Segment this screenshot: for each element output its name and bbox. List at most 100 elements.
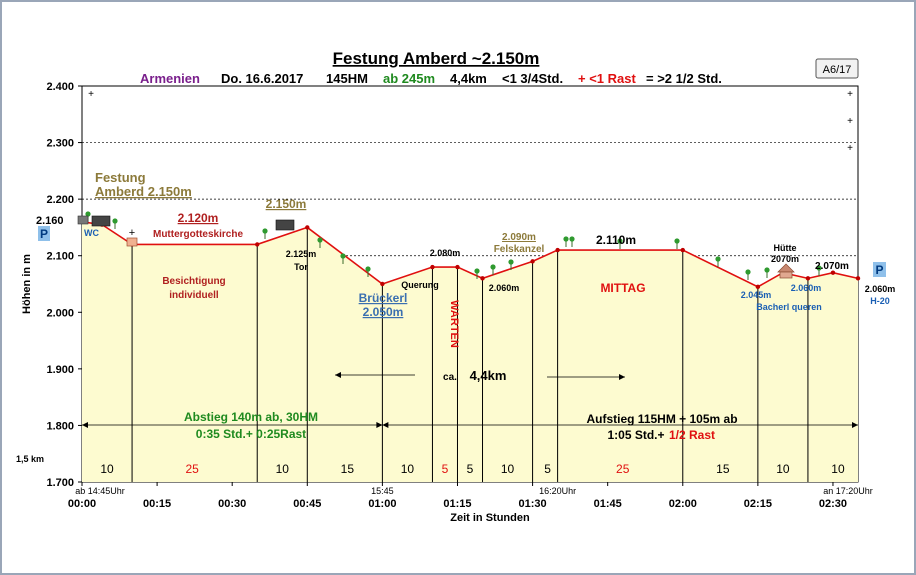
label-warten: WARTEN <box>448 300 460 348</box>
y-axis-title: Höhen in m <box>21 254 33 314</box>
abstieg-arrowhead <box>376 422 383 428</box>
label-h2050: 2.050m <box>363 305 404 319</box>
label-huette: Hütte <box>774 243 797 253</box>
subtitle-total: = >2 1/2 Std. <box>646 71 722 86</box>
label-h2110: 2.110m <box>596 233 636 247</box>
subtitle-time: <1 3/4Std. <box>502 71 563 86</box>
hut-icon <box>779 271 793 279</box>
label-time-1620: 16:20Uhr <box>539 486 576 496</box>
plus-mark: + <box>88 89 94 100</box>
x-tick-label: 02:30 <box>819 498 847 510</box>
plus-mark: + <box>847 89 853 100</box>
label-h20: H-20 <box>870 296 890 306</box>
aufstieg-arrowhead <box>382 422 389 428</box>
label-aufstieg: Aufstieg 115HM + 105m ab <box>586 412 737 426</box>
profile-point <box>455 264 460 270</box>
aufstieg-arrowhead <box>852 422 858 428</box>
tree-icon-crown <box>569 236 575 242</box>
label-h2125: 2.125m <box>286 249 317 259</box>
plus-mark: + <box>847 143 853 154</box>
subtitle-country: Armenien <box>140 71 200 86</box>
label-ca: ca. <box>443 372 457 383</box>
label-besichtigung: Besichtigung <box>162 276 225 287</box>
label-aufstieg-time: 1:05 Std.+ <box>607 428 664 442</box>
profile-area <box>82 221 858 482</box>
tree-icon-crown <box>674 238 680 244</box>
x-tick-label: 02:00 <box>669 498 697 510</box>
label-festung: Festung <box>95 170 146 185</box>
tree-icon-crown <box>617 238 623 244</box>
x-tick-label: 00:45 <box>293 498 321 510</box>
tree-icon-crown <box>764 267 770 273</box>
tree-icon-crown <box>490 264 496 270</box>
tree-icon-crown <box>563 236 569 242</box>
label-aufstieg-rast: 1/2 Rast <box>669 428 715 442</box>
label-end-time: an 17:20Uhr <box>823 486 873 496</box>
label-mittag: MITTAG <box>600 281 645 295</box>
x-tick-label: 00:15 <box>143 498 171 510</box>
label-querung: Querung <box>401 280 439 290</box>
y-tick-label: 2.200 <box>46 194 74 206</box>
profile-point <box>530 259 535 264</box>
profile-point <box>805 276 811 281</box>
abstieg-arrowhead <box>82 422 88 428</box>
label-km: 1,5 km <box>16 454 44 464</box>
profile-point <box>755 284 761 290</box>
label-h2060: 2.060m <box>489 283 520 293</box>
parking-badge <box>873 262 886 277</box>
label-individuell: individuell <box>169 290 219 301</box>
y-tick-label: 2.400 <box>46 81 74 93</box>
x-tick-label: 01:30 <box>519 498 547 510</box>
church-icon <box>126 237 138 247</box>
profile-point <box>430 264 435 270</box>
code-badge-label: A6/17 <box>823 64 852 76</box>
distance-arrowhead-right <box>619 374 625 380</box>
tree-icon-crown <box>745 269 751 275</box>
y-tick-label: 1.700 <box>46 477 74 489</box>
subtitle-ab: ab 245m <box>383 71 435 86</box>
profile-point <box>480 276 485 281</box>
castle-icon <box>275 219 295 231</box>
segment-duration-label: 10 <box>776 462 790 476</box>
x-tick-label: 00:30 <box>218 498 246 510</box>
label-h2070: 2.070m <box>815 261 849 272</box>
label-h2090: 2.090m <box>502 232 536 243</box>
label-h2080: 2.080m <box>430 248 461 258</box>
segment-duration-label: 10 <box>100 462 114 476</box>
label-h2120: 2.120m <box>178 211 219 225</box>
tree-icon-crown <box>474 268 480 274</box>
parking-badge <box>38 226 50 241</box>
subtitle-date: Do. 16.6.2017 <box>221 71 303 86</box>
y-tick-label: 2.300 <box>46 138 74 150</box>
tree-icon-crown <box>112 218 118 224</box>
parking-badge-label: P <box>875 263 883 277</box>
y-tick-label: 1.800 <box>46 420 74 432</box>
segment-duration-label: 10 <box>501 462 515 476</box>
subtitle-dist: 4,4km <box>450 71 487 86</box>
segment-duration-label: 10 <box>276 462 290 476</box>
segment-duration-label: 15 <box>716 462 730 476</box>
profile-point <box>305 225 310 230</box>
tree-icon-crown <box>715 256 721 262</box>
label-huette-height: 2070m <box>771 254 799 264</box>
label-time-1545: 15:45 <box>371 486 394 496</box>
label-festung-height: Amberd 2.150m <box>95 184 192 199</box>
y-tick-label: 2.000 <box>46 307 74 319</box>
label-felskanzel: Felskanzel <box>494 244 545 255</box>
label-abstieg-time: 0:35 Std.+ 0:25Rast <box>196 427 306 441</box>
y-tick-label: 1.900 <box>46 364 74 376</box>
tree-icon-crown <box>508 259 514 265</box>
label-start-time: ab 14:45Uhr <box>75 486 125 496</box>
tree-icon-crown <box>340 253 346 259</box>
plus-mark: + <box>847 116 853 127</box>
x-axis-title: Zeit in Stunden <box>450 512 530 524</box>
profile-point <box>555 247 560 253</box>
label-h2160: 2.160 <box>36 215 64 227</box>
segment-duration-label: 25 <box>616 462 630 476</box>
segment-duration-label: 10 <box>401 462 415 476</box>
label-h2060-end: 2.060m <box>865 284 896 294</box>
segment-duration-label: 15 <box>341 462 355 476</box>
subtitle-rast: + <1 Rast <box>578 71 636 86</box>
profile-point <box>380 281 385 287</box>
